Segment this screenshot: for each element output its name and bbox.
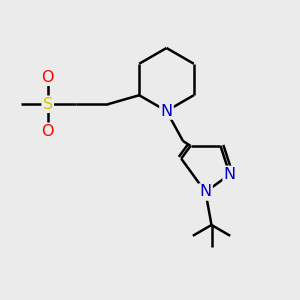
Text: S: S <box>43 97 53 112</box>
Text: N: N <box>224 167 236 182</box>
Text: O: O <box>41 124 54 139</box>
Text: N: N <box>200 184 211 200</box>
Text: O: O <box>41 70 54 85</box>
Text: N: N <box>160 103 172 118</box>
